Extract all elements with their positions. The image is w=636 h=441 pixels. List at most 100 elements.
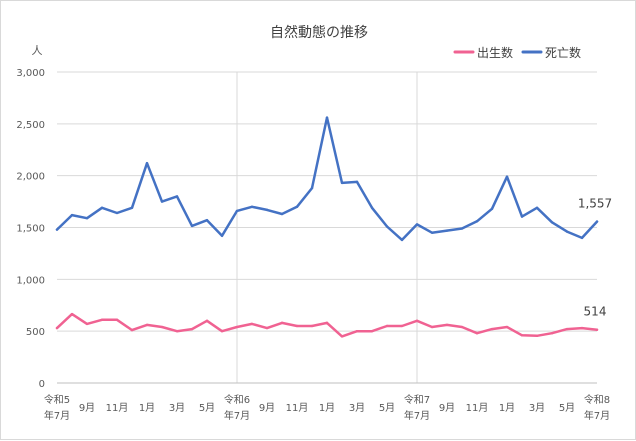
- data-point: [355, 180, 359, 184]
- data-point: [100, 206, 104, 210]
- legend-label: 死亡数: [545, 45, 581, 60]
- data-point: [235, 209, 239, 213]
- data-point: [415, 319, 419, 322]
- x-tick-label: 9月: [259, 402, 275, 414]
- data-point: [445, 229, 449, 232]
- data-point: [115, 211, 119, 215]
- data-point: [535, 334, 539, 338]
- data-point: [130, 206, 134, 210]
- x-tick-label: 年7月: [404, 409, 430, 422]
- data-point: [265, 208, 269, 212]
- end-data-label: 514: [584, 305, 607, 319]
- data-point: [490, 207, 494, 211]
- data-point: [295, 324, 299, 328]
- y-tick-label: 2,500: [16, 120, 45, 131]
- x-tick-label: 令和8: [584, 393, 610, 406]
- data-point: [190, 327, 194, 331]
- data-point: [385, 324, 389, 328]
- data-point: [520, 334, 524, 337]
- data-point: [520, 215, 524, 218]
- data-point: [250, 205, 254, 208]
- x-tick-label: 年7月: [44, 409, 70, 422]
- x-tick-label: 令和6: [224, 393, 250, 406]
- data-point: [85, 322, 89, 326]
- data-point: [460, 325, 464, 329]
- x-tick-label: 3月: [529, 402, 545, 414]
- data-point: [160, 325, 164, 329]
- x-tick-label: 5月: [379, 402, 395, 414]
- y-tick-label: 1,000: [16, 275, 45, 286]
- x-tick-label: 令和5: [44, 393, 70, 406]
- data-point: [355, 329, 359, 333]
- data-point: [85, 216, 89, 220]
- y-tick-label: 2,000: [16, 172, 45, 183]
- data-point: [160, 200, 164, 203]
- data-point: [550, 221, 554, 224]
- data-point: [400, 324, 404, 328]
- data-point: [280, 321, 284, 325]
- data-point: [370, 206, 374, 210]
- data-point: [175, 329, 179, 333]
- data-point: [220, 329, 224, 333]
- x-tick-label: 11月: [466, 402, 489, 414]
- data-point: [460, 227, 464, 230]
- data-point: [280, 212, 284, 216]
- data-point: [595, 220, 599, 223]
- data-point: [505, 175, 509, 178]
- data-point: [100, 318, 104, 321]
- data-point: [370, 329, 374, 333]
- data-point: [55, 228, 59, 231]
- data-point: [175, 195, 179, 198]
- x-tick-label: 1月: [319, 402, 335, 414]
- data-point: [565, 327, 569, 331]
- data-point: [325, 321, 329, 325]
- data-point: [550, 332, 554, 335]
- x-tick-label: 3月: [169, 402, 185, 414]
- data-point: [400, 238, 404, 242]
- data-point: [430, 325, 434, 329]
- data-point: [475, 332, 479, 335]
- x-tick-label: 9月: [439, 402, 455, 414]
- x-tick-label: 年7月: [584, 409, 610, 422]
- x-tick-label: 1月: [499, 402, 515, 414]
- data-point: [190, 224, 194, 228]
- x-tick-label: 11月: [286, 402, 309, 414]
- data-point: [205, 319, 209, 322]
- data-point: [430, 231, 434, 234]
- y-tick-label: 1,500: [16, 224, 45, 235]
- data-point: [580, 236, 584, 240]
- x-tick-label: 3月: [349, 402, 365, 414]
- data-point: [265, 326, 269, 330]
- x-tick-label: 年7月: [224, 409, 250, 422]
- end-data-label: 1,557: [578, 197, 612, 211]
- data-point: [130, 328, 134, 332]
- data-point: [55, 326, 59, 330]
- data-point: [385, 225, 389, 228]
- data-point: [325, 116, 329, 119]
- data-point: [475, 220, 479, 223]
- data-point: [205, 219, 209, 222]
- x-tick-label: 5月: [199, 402, 215, 414]
- x-tick-label: 11月: [106, 402, 129, 414]
- data-point: [445, 323, 449, 327]
- y-tick-label: 0: [39, 379, 45, 390]
- data-point: [145, 162, 149, 165]
- series-line-1: [55, 116, 599, 242]
- data-point: [220, 234, 224, 237]
- x-tick-label: 9月: [79, 402, 95, 414]
- data-point: [250, 322, 254, 326]
- data-point: [535, 206, 539, 210]
- y-tick-label: 500: [26, 327, 45, 338]
- data-point: [70, 312, 74, 316]
- y-axis-unit-label: 人: [32, 44, 43, 57]
- data-point: [115, 318, 119, 321]
- data-point: [490, 327, 494, 331]
- data-point: [295, 205, 299, 208]
- data-point: [310, 186, 314, 190]
- x-tick-label: 1月: [139, 402, 155, 414]
- chart-title: 自然動態の推移: [270, 24, 368, 41]
- data-point: [70, 213, 74, 217]
- data-point: [505, 325, 509, 329]
- data-point: [565, 230, 569, 233]
